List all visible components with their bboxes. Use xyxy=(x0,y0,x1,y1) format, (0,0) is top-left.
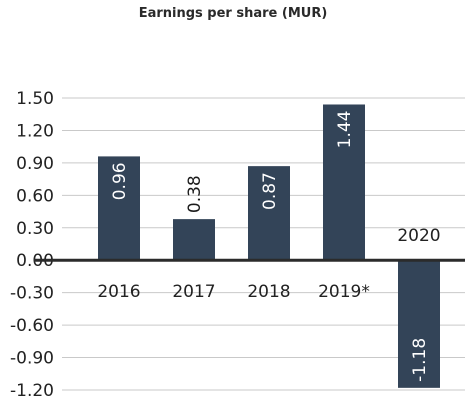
y-tick-label: 0.90 xyxy=(16,154,54,174)
y-tick-label: -0.90 xyxy=(10,349,54,369)
bar-2017 xyxy=(173,219,215,261)
bar-2018 xyxy=(248,166,290,261)
y-tick-label: -1.20 xyxy=(10,381,54,401)
category-label: 2019* xyxy=(318,282,370,302)
chart-title: Earnings per share (MUR) xyxy=(139,6,328,21)
y-tick-label: 1.20 xyxy=(16,121,54,141)
value-label: 0.96 xyxy=(110,162,130,200)
bar-2016 xyxy=(98,156,140,261)
bar-2020 xyxy=(398,260,440,388)
category-labels: 2016 2017 2018 2019* 2020 xyxy=(97,226,440,302)
y-tick-label: 0.30 xyxy=(16,219,54,239)
y-tick-label: 0.60 xyxy=(16,186,54,206)
category-label: 2017 xyxy=(172,282,215,302)
value-label: 0.87 xyxy=(260,172,280,210)
bar-2019 xyxy=(323,104,365,261)
y-tick-label: -0.30 xyxy=(10,284,54,304)
category-label: 2018 xyxy=(247,282,290,302)
category-label: 2016 xyxy=(97,282,140,302)
bars xyxy=(98,104,440,388)
category-label: 2020 xyxy=(397,226,440,246)
value-labels: 0.96 0.38 0.87 1.44 -1.18 xyxy=(110,110,430,381)
y-tick-label: 1.50 xyxy=(16,89,54,109)
y-tick-label: -0.60 xyxy=(10,316,54,336)
value-label: -1.18 xyxy=(410,338,430,382)
y-axis-ticks: 1.501.200.900.600.300.00-0.30-0.60-0.90-… xyxy=(10,89,54,401)
value-label: 1.44 xyxy=(335,110,355,148)
value-label: 0.38 xyxy=(185,175,205,213)
